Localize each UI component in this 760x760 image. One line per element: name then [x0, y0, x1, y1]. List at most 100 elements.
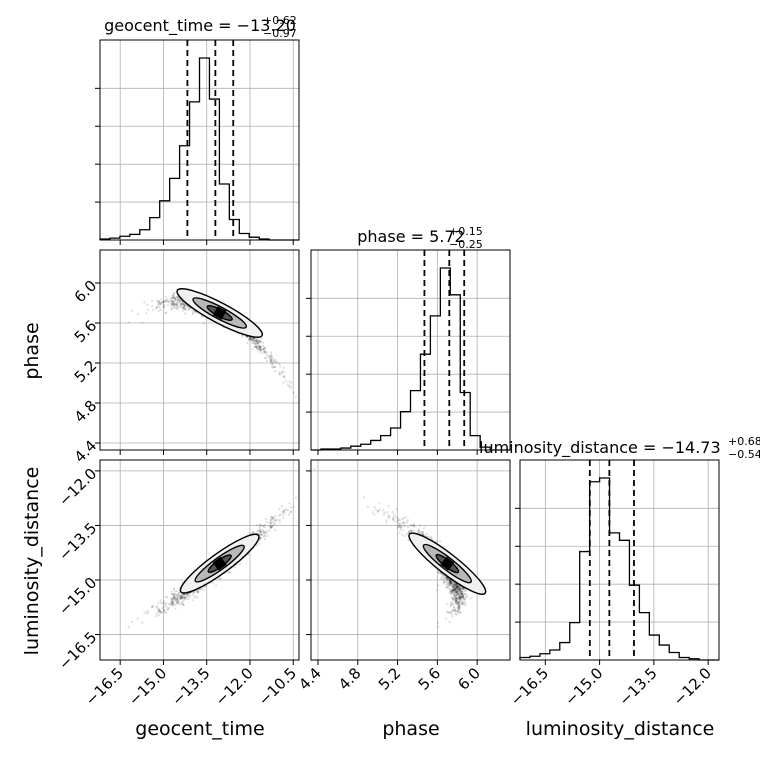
sample-point	[452, 588, 455, 591]
x-tick-label: −13.5	[615, 664, 660, 709]
sample-point	[445, 576, 448, 579]
sample-point	[278, 521, 281, 524]
sample-point	[448, 583, 451, 586]
sample-point	[258, 542, 261, 545]
sample-point	[450, 585, 453, 588]
sample-point	[255, 339, 259, 342]
sample-point	[178, 597, 181, 600]
sample-point	[163, 298, 167, 302]
sample-point	[457, 587, 460, 590]
sample-point	[289, 386, 292, 389]
x-tick-label: −12.0	[670, 664, 715, 709]
x-tick-label: −13.5	[168, 664, 213, 709]
sample-point	[158, 609, 162, 613]
sample-point	[416, 530, 419, 533]
sample-point	[450, 588, 454, 591]
sample-point	[292, 505, 295, 508]
sample-point	[455, 596, 458, 599]
sample-point	[251, 348, 254, 351]
sample-point	[178, 297, 181, 300]
sample-point	[457, 608, 460, 611]
sample-point	[442, 578, 446, 582]
sample-point	[160, 302, 163, 305]
sample-point	[165, 605, 168, 608]
sample-point	[171, 299, 174, 302]
sample-point	[179, 598, 182, 601]
sample-point	[184, 312, 187, 315]
sample-point	[294, 395, 297, 398]
sample-point	[376, 510, 380, 513]
sample-point	[458, 605, 461, 608]
sample-point	[174, 299, 177, 302]
sample-point	[455, 585, 459, 588]
sample-point	[256, 342, 259, 346]
sample-point	[183, 305, 186, 309]
sample-point	[286, 383, 289, 386]
sample-point	[411, 530, 414, 533]
sample-point	[458, 596, 461, 599]
sample-point	[184, 307, 187, 311]
sample-point	[162, 300, 166, 303]
2d-frame	[99, 459, 300, 661]
sample-point	[269, 518, 272, 522]
sample-point	[175, 306, 178, 309]
sample-point	[169, 297, 172, 300]
sample-point	[271, 360, 274, 363]
sample-point	[179, 306, 183, 309]
sample-point	[255, 342, 258, 345]
histogram-luminosity_distance	[519, 477, 719, 661]
sample-point	[258, 347, 261, 350]
x-tick-label: −15.0	[561, 664, 606, 709]
sample-point	[289, 506, 292, 509]
sample-point	[252, 531, 255, 534]
sample-point	[181, 596, 184, 599]
sample-point	[258, 339, 261, 342]
density-peak	[212, 556, 227, 571]
sample-point	[258, 345, 262, 349]
sample-point	[146, 610, 150, 614]
sample-point	[269, 355, 273, 359]
sample-point	[455, 599, 458, 602]
sample-point	[448, 581, 451, 584]
sample-point	[160, 301, 164, 304]
sample-point	[457, 595, 460, 598]
sample-point	[166, 608, 170, 611]
sample-point	[248, 337, 251, 340]
sample-point	[417, 529, 421, 532]
sample-point	[453, 584, 456, 587]
sample-point	[460, 595, 463, 598]
sample-point	[171, 301, 174, 304]
sample-point	[259, 340, 262, 343]
sample-point	[417, 528, 420, 531]
sample-point	[176, 600, 179, 603]
sample-point	[174, 599, 177, 603]
sample-point	[172, 304, 175, 307]
sample-point	[449, 604, 452, 608]
sample-point	[458, 594, 461, 597]
sample-point	[171, 296, 174, 299]
sample-point	[288, 502, 291, 505]
sample-point	[455, 609, 459, 613]
sample-point	[259, 523, 262, 527]
sample-point	[260, 533, 263, 536]
sample-point	[179, 303, 182, 306]
scatter-points	[313, 468, 472, 629]
sample-point	[456, 599, 459, 602]
sample-point	[281, 372, 284, 375]
sample-point	[169, 300, 173, 303]
sample-point	[456, 611, 459, 615]
sample-point	[173, 298, 176, 301]
sample-point	[157, 302, 160, 305]
sample-point	[159, 611, 162, 614]
sample-point	[166, 304, 170, 307]
sample-point	[256, 341, 259, 344]
sample-point	[261, 533, 264, 536]
sample-point	[179, 595, 182, 598]
sample-point	[173, 302, 176, 306]
sample-point	[272, 516, 275, 519]
sample-point	[269, 354, 272, 358]
title-phase-upper: +0.15	[449, 225, 483, 238]
sample-point	[171, 294, 175, 297]
sample-point	[264, 357, 267, 360]
sample-point	[453, 588, 456, 592]
